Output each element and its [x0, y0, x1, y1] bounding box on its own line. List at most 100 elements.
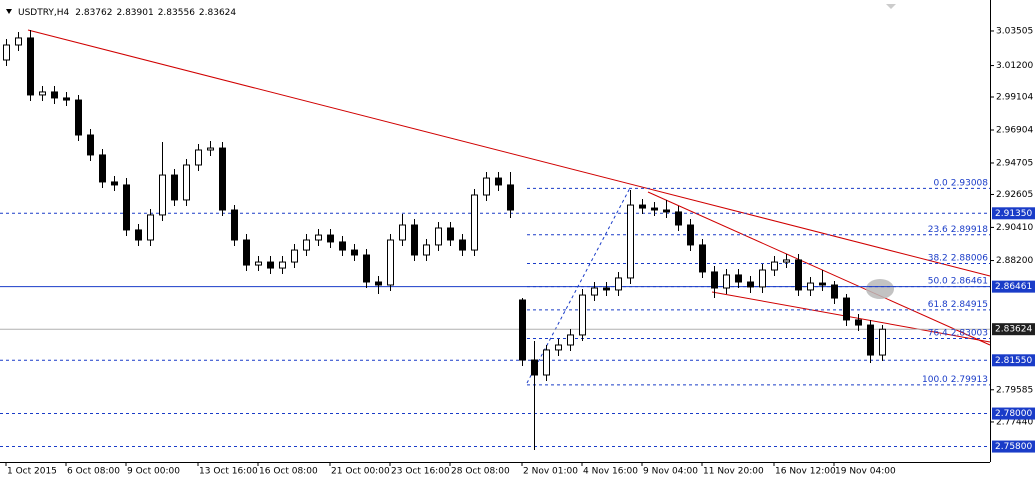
- candle-body: [447, 227, 454, 241]
- header-open: 2.83762: [75, 8, 112, 18]
- candle-body: [699, 244, 706, 273]
- fib-price-label: 2.83003: [951, 328, 988, 338]
- fib-level-label: 76.4: [928, 328, 948, 338]
- candle-body: [147, 214, 154, 241]
- candle-body: [687, 224, 694, 246]
- candle-body: [87, 134, 94, 156]
- highlight-marker: [866, 279, 894, 299]
- header-close: 2.83624: [199, 8, 236, 18]
- fib-label: 0.0 2.93008: [933, 178, 988, 188]
- x-tick-label: 19 Nov 04:00: [835, 467, 896, 477]
- candle-body: [279, 261, 286, 269]
- price-box-label: 2.78000: [995, 409, 1032, 419]
- price-box-label: 2.83624: [995, 325, 1032, 335]
- candle-body: [807, 282, 814, 291]
- candle-body: [531, 359, 538, 376]
- price-box-label: 2.86461: [995, 282, 1032, 292]
- candle-body: [255, 261, 262, 266]
- trend-line: [711, 291, 991, 343]
- x-tick-label: 11 Nov 20:00: [703, 467, 764, 477]
- candle-body: [759, 269, 766, 288]
- candle-body: [627, 204, 634, 279]
- y-tick-label: 3.01200: [996, 61, 1033, 71]
- candle-body: [519, 299, 526, 361]
- candle-body: [831, 284, 838, 299]
- x-tick-label: 6 Oct 08:00: [67, 467, 120, 477]
- candle-body: [99, 154, 106, 183]
- candle-body: [375, 281, 382, 286]
- candle-body: [771, 261, 778, 271]
- candle-body: [855, 319, 862, 326]
- x-tick-label: 23 Oct 16:00: [391, 467, 450, 477]
- candle-body: [39, 91, 46, 96]
- candle-body: [411, 224, 418, 256]
- candle-body: [879, 328, 886, 356]
- x-tick-label: 4 Nov 16:00: [583, 467, 638, 477]
- price-box: [992, 323, 1035, 336]
- y-tick-label: 2.92605: [996, 190, 1033, 200]
- y-tick-label: 2.90410: [996, 223, 1033, 233]
- menu-arrow: [6, 9, 12, 14]
- price-box: [992, 280, 1035, 293]
- y-tick-label: 3.03505: [996, 26, 1033, 36]
- price-box-label: 2.91350: [995, 209, 1032, 219]
- candle-body: [603, 287, 610, 291]
- candle-body: [111, 181, 118, 186]
- candle-body: [15, 37, 22, 46]
- candle-body: [219, 147, 226, 211]
- candle-body: [3, 44, 10, 61]
- candle-body: [327, 234, 334, 243]
- candle-body: [615, 277, 622, 291]
- candle-body: [567, 334, 574, 346]
- fib-price-label: 2.86461: [951, 276, 988, 286]
- candle-body: [267, 261, 274, 269]
- candle-body: [123, 184, 130, 231]
- fib-label: 76.4 2.83003: [928, 328, 988, 338]
- candle-body: [363, 254, 370, 283]
- candle-body: [195, 149, 202, 166]
- fib-price-label: 2.89918: [951, 224, 988, 234]
- candle-body: [387, 239, 394, 286]
- y-tick-label: 2.99104: [996, 92, 1033, 102]
- candle-body: [711, 271, 718, 289]
- fib-level-label: 50.0: [928, 276, 948, 286]
- price-box: [992, 407, 1035, 420]
- fib-level-label: 100.0: [922, 374, 948, 384]
- fib-level-label: 0.0: [933, 178, 948, 188]
- candle-body: [423, 244, 430, 256]
- fib-price-label: 2.93008: [951, 178, 988, 188]
- x-tick-label: 21 Oct 00:00: [331, 467, 390, 477]
- x-tick-label: 1 Oct 2015: [7, 467, 57, 477]
- candle-body: [663, 209, 670, 213]
- price-box: [992, 440, 1035, 453]
- symbol: USDTRY,H4: [18, 8, 70, 18]
- fib-level-label: 61.8: [928, 299, 948, 309]
- x-tick-label: 2 Nov 01:00: [523, 467, 578, 477]
- fib-price-label: 2.88006: [951, 253, 988, 263]
- shift-marker: [886, 4, 896, 9]
- candle-body: [639, 204, 646, 209]
- x-tick-label: 16 Oct 08:00: [259, 467, 318, 477]
- price-box: [992, 207, 1035, 220]
- y-tick-label: 2.79585: [996, 385, 1033, 395]
- y-tick-label: 2.94705: [996, 158, 1033, 168]
- candle-body: [75, 99, 82, 136]
- fib-price-label: 2.84915: [951, 299, 988, 309]
- candle-body: [471, 194, 478, 251]
- candle-body: [483, 177, 490, 196]
- fib-level-label: 23.6: [928, 224, 948, 234]
- candle-body: [495, 177, 502, 186]
- fib-label: 100.0 2.79913: [922, 374, 988, 384]
- candle-body: [843, 297, 850, 321]
- price-box-label: 2.81550: [995, 356, 1032, 366]
- chart-header: USDTRY,H4 2.83762 2.83901 2.83556 2.83624: [18, 8, 236, 18]
- header-high: 2.83901: [116, 8, 153, 18]
- trend-line: [647, 191, 991, 346]
- candle-body: [819, 282, 826, 286]
- y-tick-label: 2.96904: [996, 125, 1033, 135]
- candle-body: [723, 274, 730, 289]
- candle-body: [795, 259, 802, 291]
- candle-body: [507, 184, 514, 211]
